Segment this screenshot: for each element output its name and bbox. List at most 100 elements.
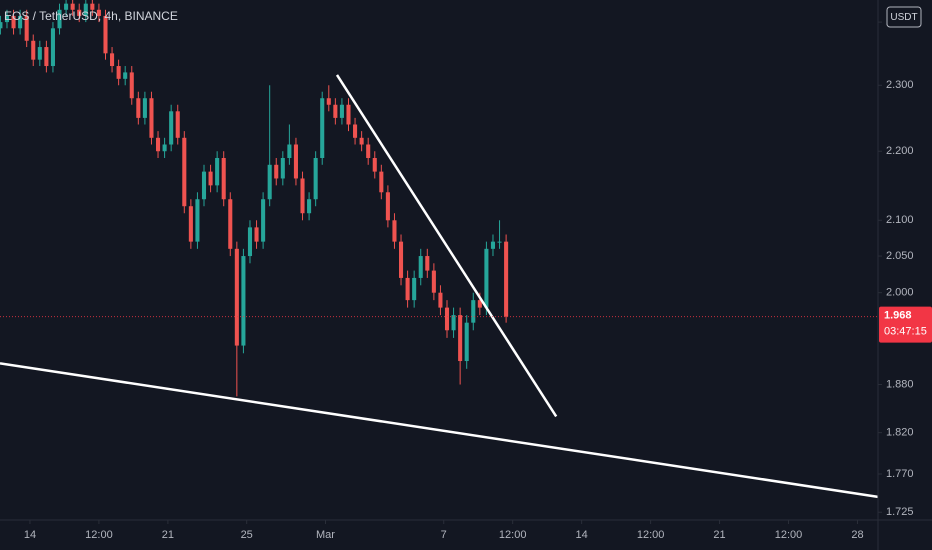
- candle-body: [261, 199, 266, 242]
- candle-body: [64, 3, 69, 10]
- y-tick-label: 2.050: [886, 250, 914, 262]
- candle-body: [458, 315, 463, 362]
- candle-body: [366, 144, 371, 158]
- candle-body: [129, 72, 134, 99]
- y-tick-label: 2.000: [886, 287, 914, 299]
- candle-body: [169, 111, 174, 145]
- candle-body: [307, 199, 312, 214]
- candle-body: [504, 241, 509, 317]
- x-tick-label: 21: [162, 529, 174, 541]
- candle-body: [497, 241, 502, 243]
- candle-body: [385, 192, 390, 221]
- candle-body: [490, 241, 496, 249]
- candle-body: [412, 277, 417, 301]
- candle-body: [175, 111, 180, 138]
- candle-body: [313, 157, 318, 200]
- candle-body: [444, 307, 450, 331]
- candle-body: [31, 40, 36, 60]
- x-tick-label: 12:00: [637, 529, 665, 541]
- candle-body: [234, 248, 239, 346]
- candle-body: [300, 178, 305, 214]
- x-tick-label: 14: [576, 529, 588, 541]
- last-price-label: 1.968: [884, 310, 912, 322]
- candle-body: [293, 144, 298, 179]
- chart-title: EOS / TetherUSD, 4h, BINANCE: [4, 9, 178, 23]
- candle-body: [77, 9, 82, 16]
- candle-body: [418, 256, 423, 278]
- currency-label: USDT: [890, 12, 917, 23]
- candle-body: [353, 124, 358, 138]
- candle-body: [96, 9, 101, 16]
- candle-body: [320, 98, 325, 158]
- trendline: [0, 362, 879, 499]
- candle-body: [116, 66, 121, 79]
- candle-body: [392, 220, 397, 242]
- x-tick-label: 25: [241, 529, 253, 541]
- countdown-label: 03:47:15: [884, 326, 927, 338]
- candle-body: [149, 98, 154, 138]
- y-tick-label: 1.770: [886, 468, 914, 480]
- candle-body: [162, 144, 167, 152]
- candle-body: [451, 315, 456, 331]
- candle-body: [195, 199, 200, 242]
- y-tick-label: 2.100: [886, 214, 914, 226]
- candle-body: [4, 15, 10, 23]
- candle-body: [254, 227, 259, 242]
- candle-body: [477, 300, 482, 308]
- candle-body: [267, 164, 272, 200]
- candle-body: [247, 227, 253, 257]
- candle-body: [24, 15, 29, 41]
- candle-body: [359, 137, 364, 145]
- candle-body: [287, 144, 292, 158]
- x-tick-label: 14: [24, 529, 36, 541]
- candle-body: [471, 300, 476, 323]
- candle-body: [201, 171, 207, 200]
- candle-body: [398, 241, 404, 278]
- plot-area: [0, 0, 879, 499]
- candle-body: [221, 157, 226, 200]
- candle-body: [123, 72, 128, 79]
- candle-body: [464, 322, 469, 362]
- candle-body: [333, 104, 338, 118]
- candle-body: [431, 270, 436, 293]
- candle-body: [405, 277, 410, 301]
- candle-body: [0, 22, 3, 29]
- trendline: [335, 74, 558, 418]
- candle-body: [346, 104, 351, 125]
- candle-body: [110, 53, 115, 67]
- y-tick-label: 2.300: [886, 79, 914, 91]
- candle-body: [425, 256, 430, 271]
- candle-body: [155, 137, 161, 152]
- candle-body: [326, 98, 331, 105]
- x-tick-label: 28: [851, 529, 863, 541]
- candle-body: [241, 256, 246, 346]
- candle-body: [438, 292, 443, 308]
- candle-body: [228, 199, 233, 249]
- y-tick-label: 1.820: [886, 427, 914, 439]
- y-tick-label: 2.200: [886, 145, 914, 157]
- candle-body: [274, 164, 279, 179]
- y-tick-label: 1.725: [886, 506, 914, 518]
- candle-body: [372, 157, 377, 172]
- candle-body: [339, 104, 344, 118]
- candle-body: [136, 98, 141, 118]
- candle-body: [37, 47, 42, 60]
- x-tick-label: 12:00: [775, 529, 803, 541]
- x-tick-label: 12:00: [85, 529, 113, 541]
- candle-body: [18, 15, 23, 29]
- candle-body: [182, 137, 187, 207]
- y-tick-label: 1.880: [886, 378, 914, 390]
- candle-body: [70, 3, 75, 10]
- candle-body: [103, 15, 108, 54]
- candle-body: [379, 171, 384, 193]
- candle-body: [44, 47, 49, 67]
- candle-body: [142, 98, 147, 118]
- candle-body: [57, 9, 62, 29]
- candle-body: [484, 248, 489, 308]
- candle-body: [83, 3, 88, 16]
- candle-body: [50, 28, 55, 67]
- candle-body: [11, 15, 16, 29]
- last-price-badge: [879, 306, 932, 343]
- x-tick-label: 7: [441, 529, 447, 541]
